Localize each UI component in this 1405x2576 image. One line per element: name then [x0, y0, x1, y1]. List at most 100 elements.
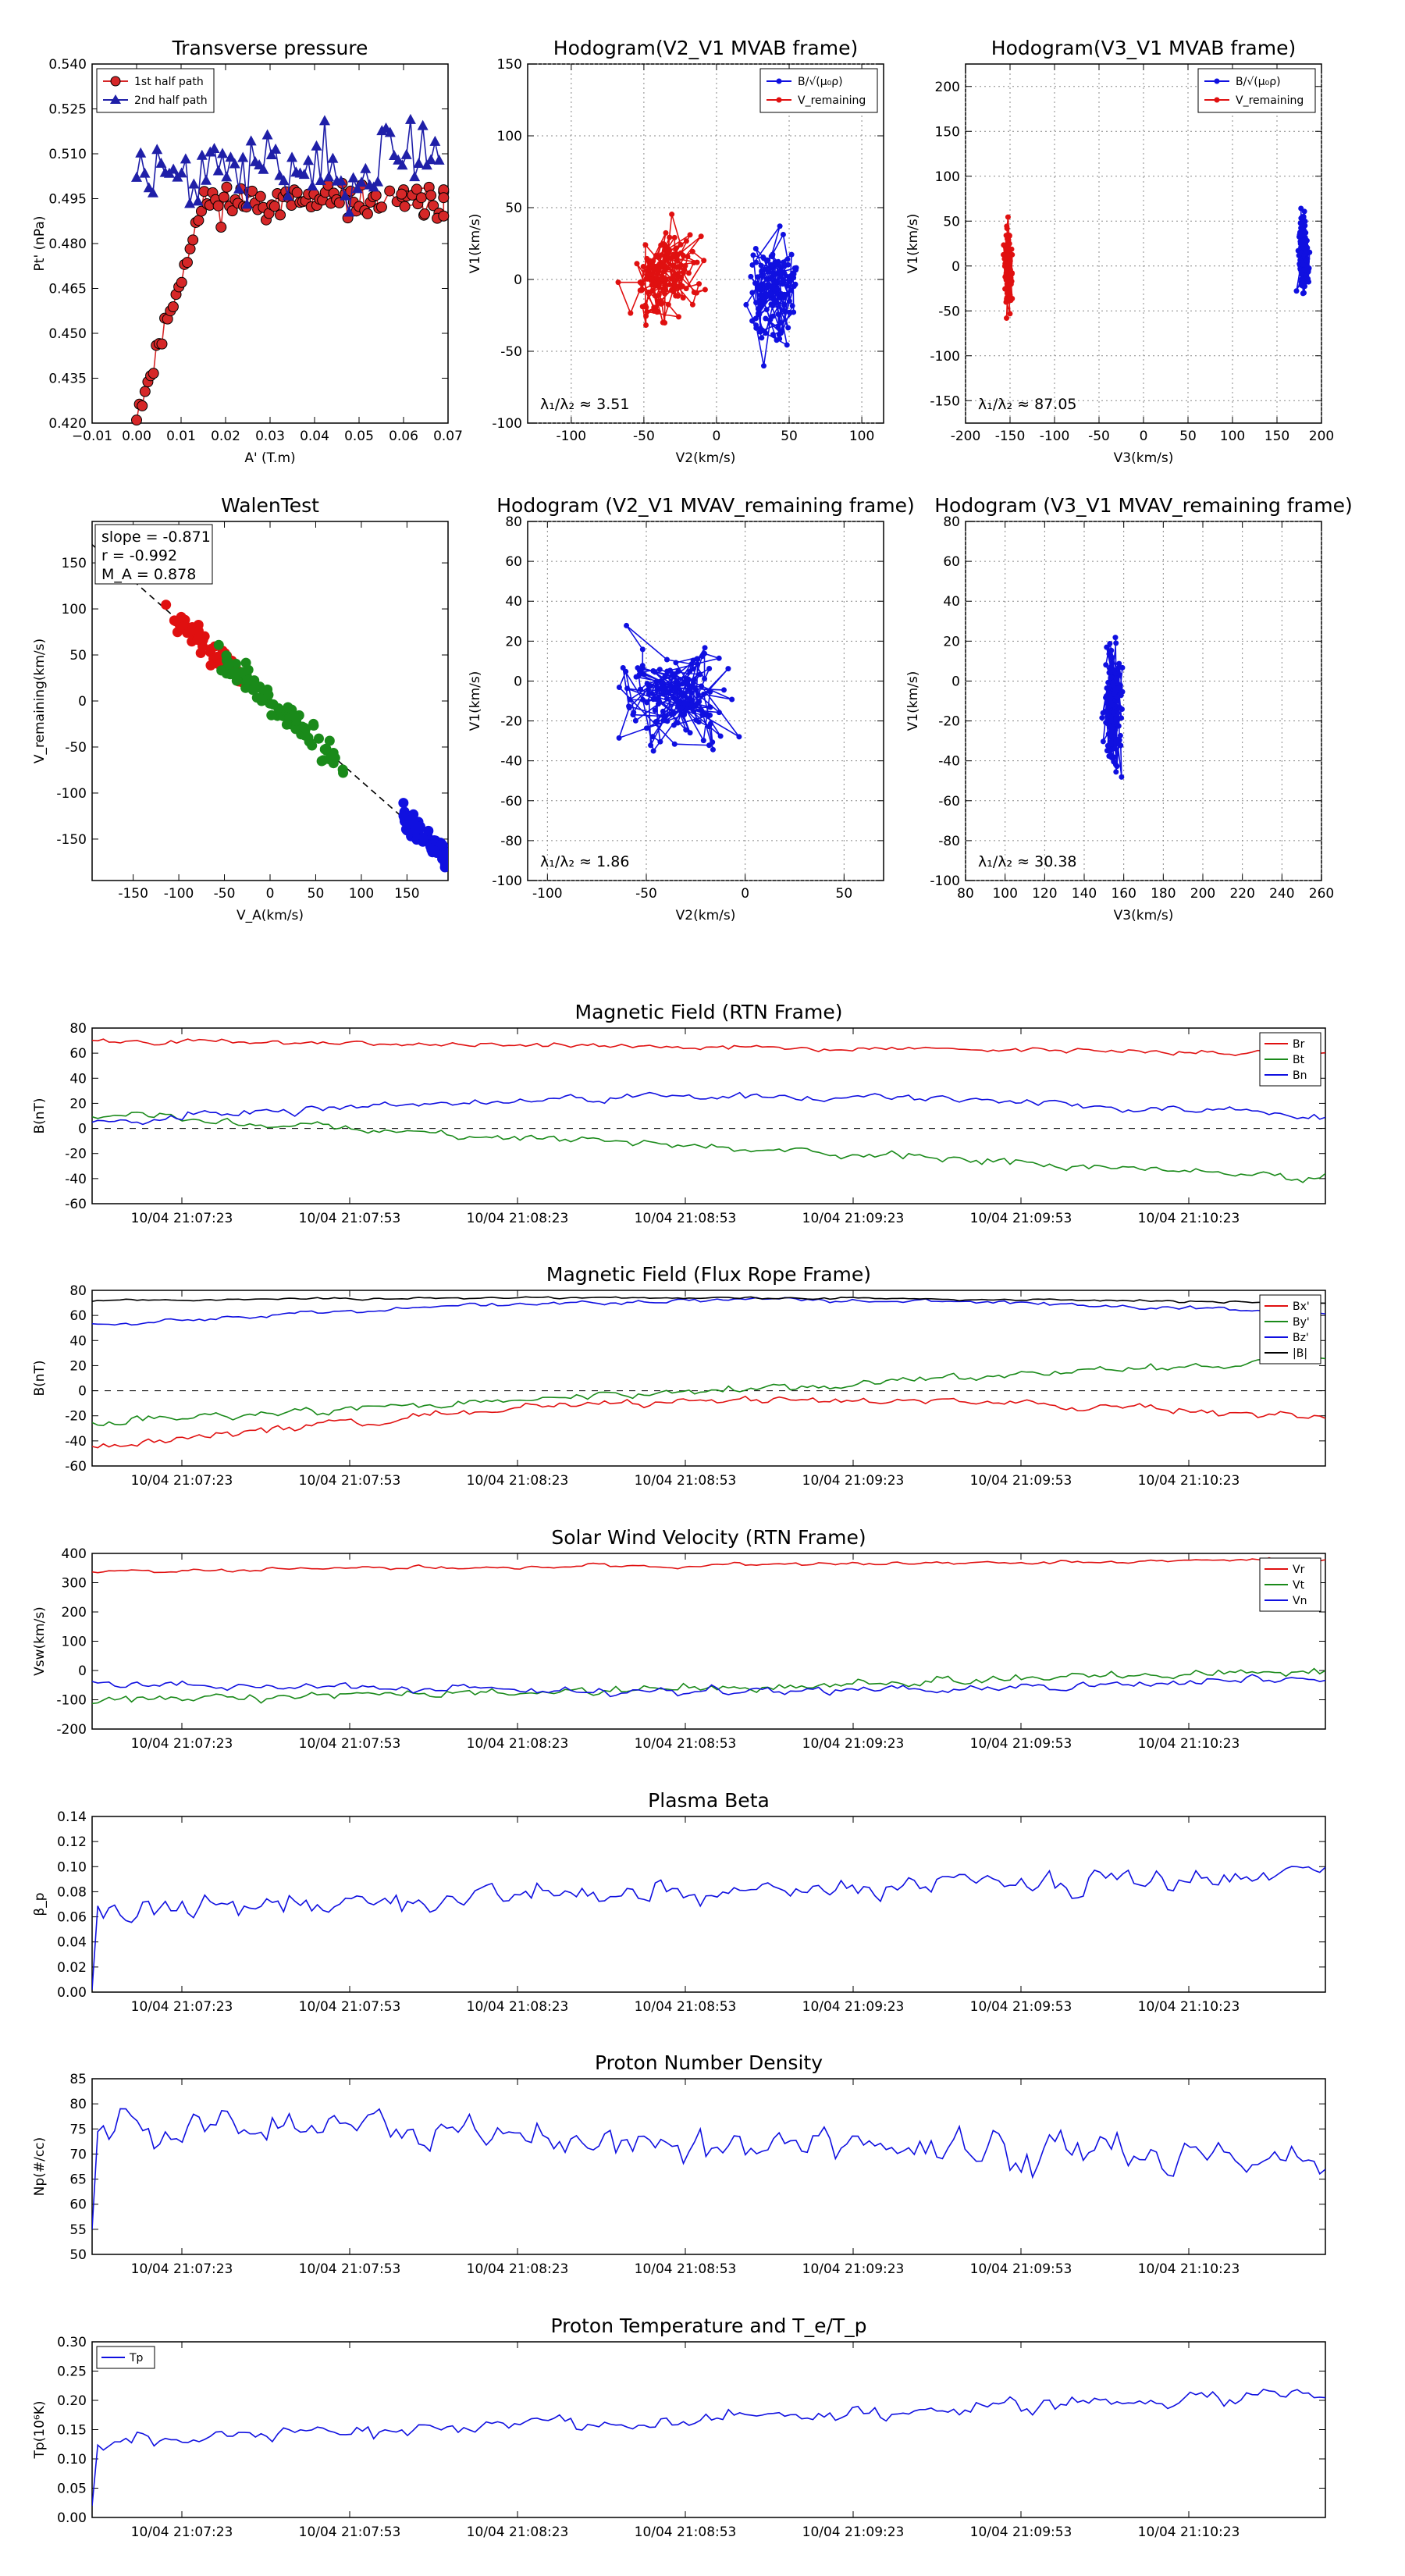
- chart-hodo1: -100 -50 0 50 100 150 -100 -50 0 50 100 Hodogram(V2…: [468, 37, 884, 466]
- data-point: [791, 309, 797, 315]
- x-tick-label: 140: [1072, 886, 1097, 902]
- data-point: [664, 668, 670, 674]
- y-tick-label: 300: [62, 1576, 87, 1592]
- chart-np: 50 55 60 65 70 75 80 85 Proton Number Density Np(…: [32, 2051, 1326, 2277]
- data-point: [1108, 717, 1114, 724]
- data-point: [1112, 745, 1118, 752]
- data-point: [689, 697, 695, 703]
- x-tick-label: 0.02: [211, 429, 240, 444]
- x-tick-label: -100: [1040, 429, 1070, 444]
- legend-label: 1st half path: [134, 76, 204, 88]
- data-point: [685, 270, 692, 276]
- data-point: [384, 185, 396, 197]
- data-point: [282, 190, 293, 201]
- data-point: [1112, 667, 1118, 674]
- data-point: [212, 200, 224, 212]
- y-tick-label: 0.08: [57, 1884, 87, 1900]
- x-tick-label: 10/04 21:08:53: [635, 1999, 737, 2015]
- data-point: [649, 282, 655, 288]
- legend-marker: [776, 97, 782, 103]
- stats-box: [94, 524, 213, 585]
- x-tick-label: 10/04 21:08:53: [635, 2261, 737, 2277]
- data-point: [691, 677, 697, 683]
- series-line: [92, 1038, 1325, 1056]
- data-point: [208, 143, 220, 154]
- data-point: [716, 655, 722, 661]
- x-tick-label: 200: [1190, 886, 1215, 902]
- data-point: [672, 272, 678, 278]
- data-point: [1302, 229, 1308, 236]
- series-line: [92, 2388, 1325, 2507]
- data-point: [685, 681, 691, 687]
- data-point: [780, 279, 786, 285]
- x-tick-label: 10/04 21:08:23: [467, 2524, 569, 2540]
- data-point: [706, 665, 713, 671]
- data-point: [396, 188, 407, 200]
- y-tick-label: 20: [69, 1096, 87, 1112]
- y-tick-label: 0.15: [57, 2423, 87, 2439]
- data-point: [638, 287, 645, 294]
- data-point: [700, 691, 706, 697]
- legend-marker: [110, 94, 121, 104]
- data-point: [433, 154, 445, 165]
- data-point: [639, 304, 646, 310]
- data-point: [151, 144, 163, 155]
- legend-label: Bt: [1293, 1054, 1305, 1066]
- data-point: [774, 279, 780, 285]
- y-tick-label: 40: [505, 594, 522, 610]
- data-point: [759, 292, 765, 298]
- data-point: [413, 158, 425, 169]
- data-point: [678, 242, 684, 248]
- chart-title: Magnetic Field (RTN Frame): [575, 1001, 843, 1023]
- series-line: [92, 1091, 1325, 1126]
- x-tick-label: 10/04 21:10:23: [1138, 2261, 1240, 2277]
- series-line: [92, 1112, 1325, 1183]
- legend-label: V_remaining: [1236, 94, 1304, 107]
- chart-title: Hodogram(V2_V1 MVAB frame): [553, 37, 858, 59]
- data-point: [721, 687, 727, 693]
- x-tick-label: 10/04 21:10:23: [1138, 1211, 1240, 1226]
- x-axis-label: V2(km/s): [676, 450, 736, 466]
- data-point: [426, 845, 437, 856]
- x-tick-label: 10/04 21:09:23: [802, 1473, 905, 1489]
- data-point: [678, 274, 685, 280]
- data-point: [1106, 731, 1112, 737]
- data-point: [650, 748, 656, 754]
- y-axis-label: B(nT): [32, 1098, 48, 1133]
- data-point: [763, 284, 770, 290]
- data-point: [710, 739, 716, 745]
- x-tick-label: 220: [1229, 886, 1254, 902]
- data-point: [665, 301, 671, 308]
- data-point: [685, 254, 691, 260]
- x-tick-label: 10/04 21:08:23: [467, 1736, 569, 1752]
- y-tick-label: 0.465: [48, 282, 87, 297]
- data-point: [155, 157, 167, 168]
- data-point: [755, 283, 761, 289]
- data-point: [1300, 267, 1307, 273]
- data-point: [315, 175, 326, 186]
- series-line: [92, 1357, 1325, 1426]
- data-point: [1300, 244, 1307, 250]
- data-point: [308, 718, 319, 729]
- series-line: [92, 1296, 1325, 1305]
- plot-frame: [91, 63, 449, 424]
- y-axis-label: B(nT): [32, 1360, 48, 1396]
- data-point: [777, 223, 783, 229]
- data-point: [1108, 739, 1115, 745]
- data-point: [205, 644, 216, 655]
- ratio-annotation: λ₁/λ₂ ≈ 3.51: [540, 396, 629, 413]
- data-point: [1300, 262, 1306, 268]
- y-tick-label: 0.525: [48, 102, 87, 118]
- data-point: [645, 687, 651, 693]
- data-point: [673, 245, 679, 251]
- data-point: [327, 152, 339, 163]
- data-point: [639, 646, 646, 653]
- data-point: [780, 231, 786, 237]
- data-point: [1103, 720, 1109, 726]
- data-point: [778, 291, 784, 297]
- data-point: [192, 195, 204, 206]
- x-tick-label: 10/04 21:07:53: [299, 1473, 401, 1489]
- plot-area: [616, 622, 742, 754]
- data-point: [351, 183, 363, 194]
- data-point: [1117, 705, 1123, 711]
